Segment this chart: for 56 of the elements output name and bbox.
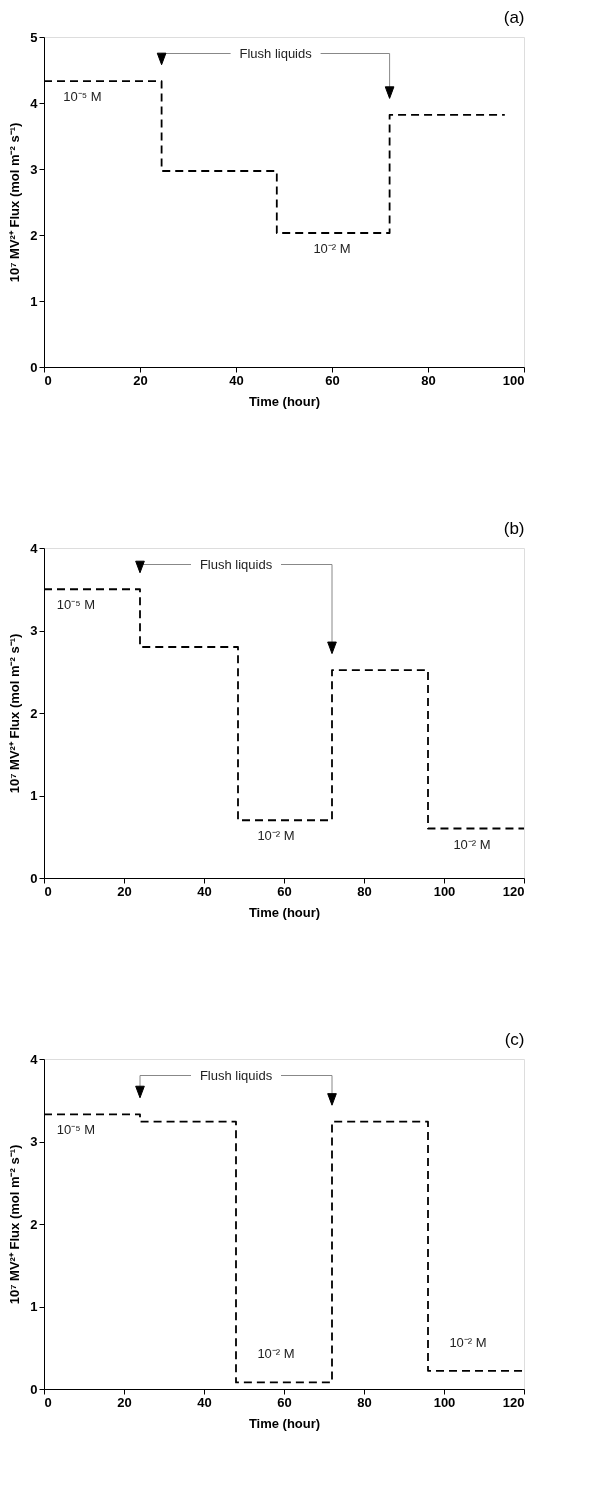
annotation: Flush liquids: [199, 1067, 273, 1083]
x-tick-label: 20: [117, 1394, 132, 1410]
y-tick-label: 4: [30, 95, 39, 111]
x-axis-title: Time (hour): [248, 393, 321, 409]
x-tick-label: 60: [277, 1394, 292, 1410]
y-tick-label: 3: [30, 1134, 38, 1149]
annotation: Flush liquids: [199, 556, 273, 572]
x-tick-label: 20: [117, 883, 132, 899]
x-tick-label: 100: [502, 372, 525, 388]
annotation: 10⁻² M: [453, 836, 491, 852]
x-tick-label: 0: [44, 1394, 52, 1410]
x-tick-label: 80: [357, 883, 372, 899]
annotation: 10⁻² M: [257, 1346, 295, 1362]
x-tick-label: 100: [433, 1394, 456, 1410]
x-tick-label: 40: [229, 372, 244, 388]
annotation: 10⁻² M: [257, 828, 295, 844]
x-axis-title: Time (hour): [248, 1415, 321, 1431]
x-tick-label: 40: [197, 883, 212, 899]
y-tick-label: 2: [30, 227, 38, 243]
x-axis-title: Time (hour): [248, 904, 321, 920]
x-tick-label: 100: [433, 883, 456, 899]
x-tick-label: 120: [502, 1394, 525, 1410]
annotation: Flush liquids: [239, 45, 313, 61]
y-axis-title: 10⁷ MV²⁺ Flux (mol m⁻² s⁻¹): [7, 633, 23, 794]
x-tick-label: 60: [325, 372, 340, 388]
annotation: 10⁻⁵ M: [63, 89, 102, 105]
y-axis-title: 10⁷ MV²⁺ Flux (mol m⁻² s⁻¹): [7, 1144, 23, 1305]
chart-title: (b): [503, 519, 525, 538]
x-tick-label: 80: [421, 372, 436, 388]
y-tick-label: 0: [30, 870, 38, 886]
y-tick-label: 2: [30, 1216, 38, 1232]
y-tick-label: 1: [30, 293, 38, 309]
y-tick-label: 1: [30, 1299, 38, 1314]
y-tick-label: 1: [30, 788, 38, 803]
annotation: 10⁻² M: [449, 1334, 487, 1350]
y-tick-label: 2: [30, 705, 38, 721]
x-tick-label: 0: [44, 372, 52, 388]
y-tick-label: 0: [30, 359, 38, 375]
y-tick-label: 5: [30, 29, 38, 45]
chart-title: (c): [504, 1030, 525, 1049]
y-tick-label: 4: [30, 1051, 39, 1067]
x-tick-label: 80: [357, 1394, 372, 1410]
annotation: 10⁻⁵ M: [56, 597, 96, 613]
y-tick-label: 0: [30, 1381, 38, 1397]
x-tick-label: 20: [133, 372, 148, 388]
y-tick-label: 4: [30, 540, 39, 556]
y-tick-label: 3: [30, 623, 38, 638]
annotation: 10⁻⁵ M: [56, 1122, 96, 1138]
x-tick-label: 120: [502, 883, 525, 899]
x-tick-label: 40: [197, 1394, 212, 1410]
x-tick-label: 0: [44, 883, 52, 899]
y-axis-title: 10⁷ MV²⁺ Flux (mol m⁻² s⁻¹): [7, 122, 23, 283]
y-tick-label: 3: [30, 161, 38, 177]
chart-title: (a): [503, 8, 525, 27]
annotation: 10⁻² M: [313, 241, 351, 257]
x-tick-label: 60: [277, 883, 292, 899]
